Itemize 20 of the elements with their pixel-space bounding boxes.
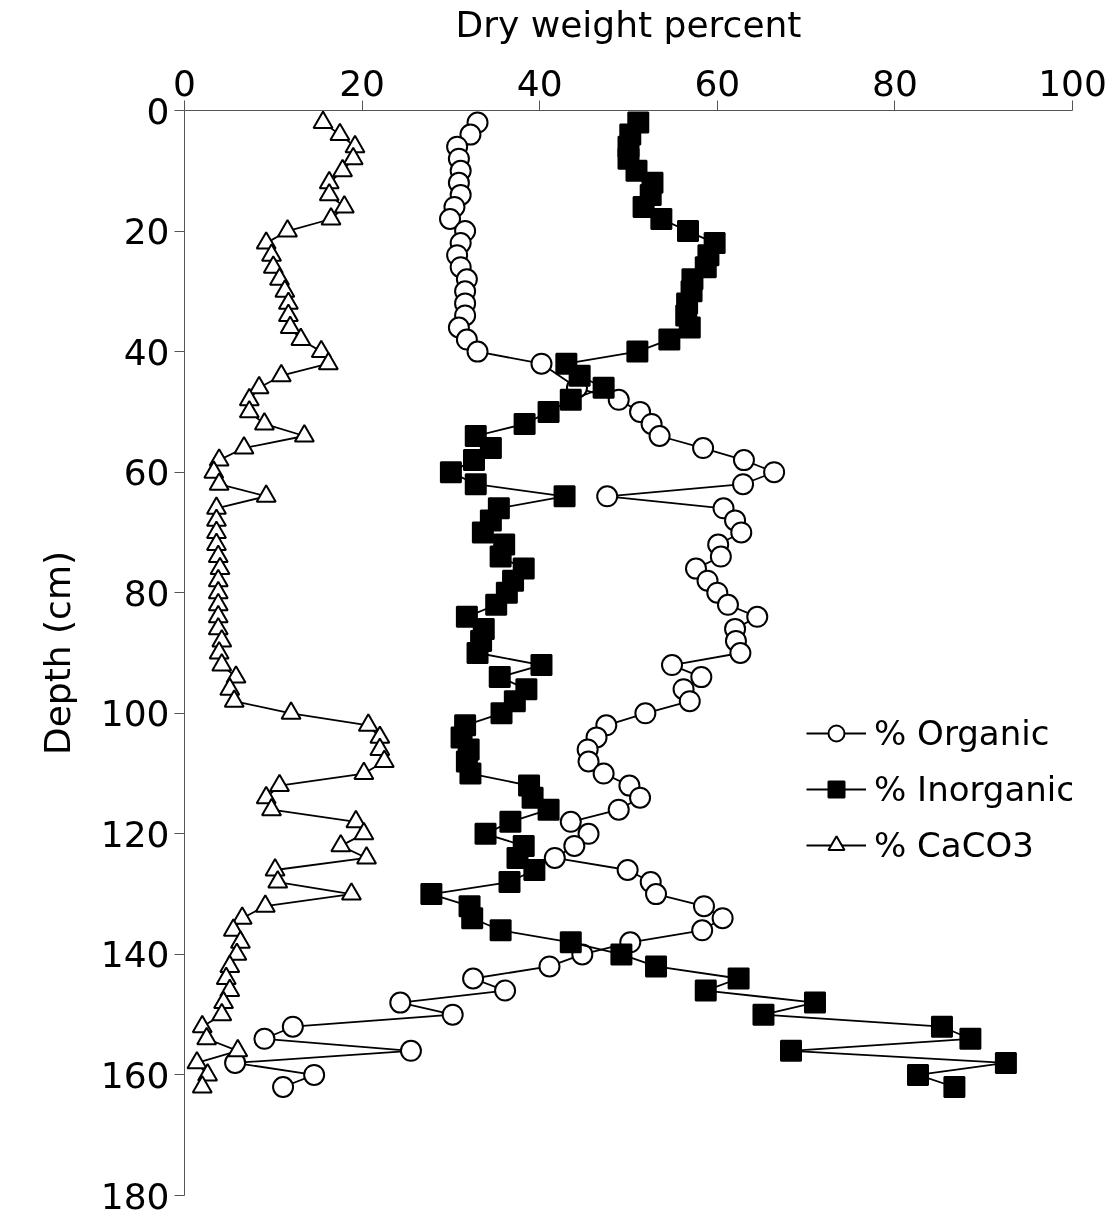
y-tick-label: 0 xyxy=(146,90,170,132)
x-tick-label: 60 xyxy=(694,62,741,104)
y-axis-title: Depth (cm) xyxy=(36,550,78,756)
y-tick-label: 60 xyxy=(123,452,170,494)
legend-label: % CaCO3 xyxy=(874,825,1034,865)
x-axis-title: Dry weight percent xyxy=(455,3,802,45)
y-tick-label: 180 xyxy=(100,1175,170,1217)
x-tick-label: 100 xyxy=(1038,62,1107,104)
y-tick-label: 80 xyxy=(123,572,170,614)
legend-label: % Organic xyxy=(874,713,1050,753)
y-tick-label: 160 xyxy=(100,1054,170,1096)
x-tick-label: 0 xyxy=(173,62,196,104)
x-tick-label: 80 xyxy=(872,62,918,104)
x-tick-label: 40 xyxy=(516,62,563,104)
y-tick-label: 100 xyxy=(100,693,170,735)
y-tick-label: 140 xyxy=(100,934,170,976)
y-tick-label: 120 xyxy=(100,813,170,855)
y-tick-label: 40 xyxy=(123,331,170,373)
y-tick-label: 20 xyxy=(123,211,170,253)
x-tick-label: 20 xyxy=(339,62,386,104)
